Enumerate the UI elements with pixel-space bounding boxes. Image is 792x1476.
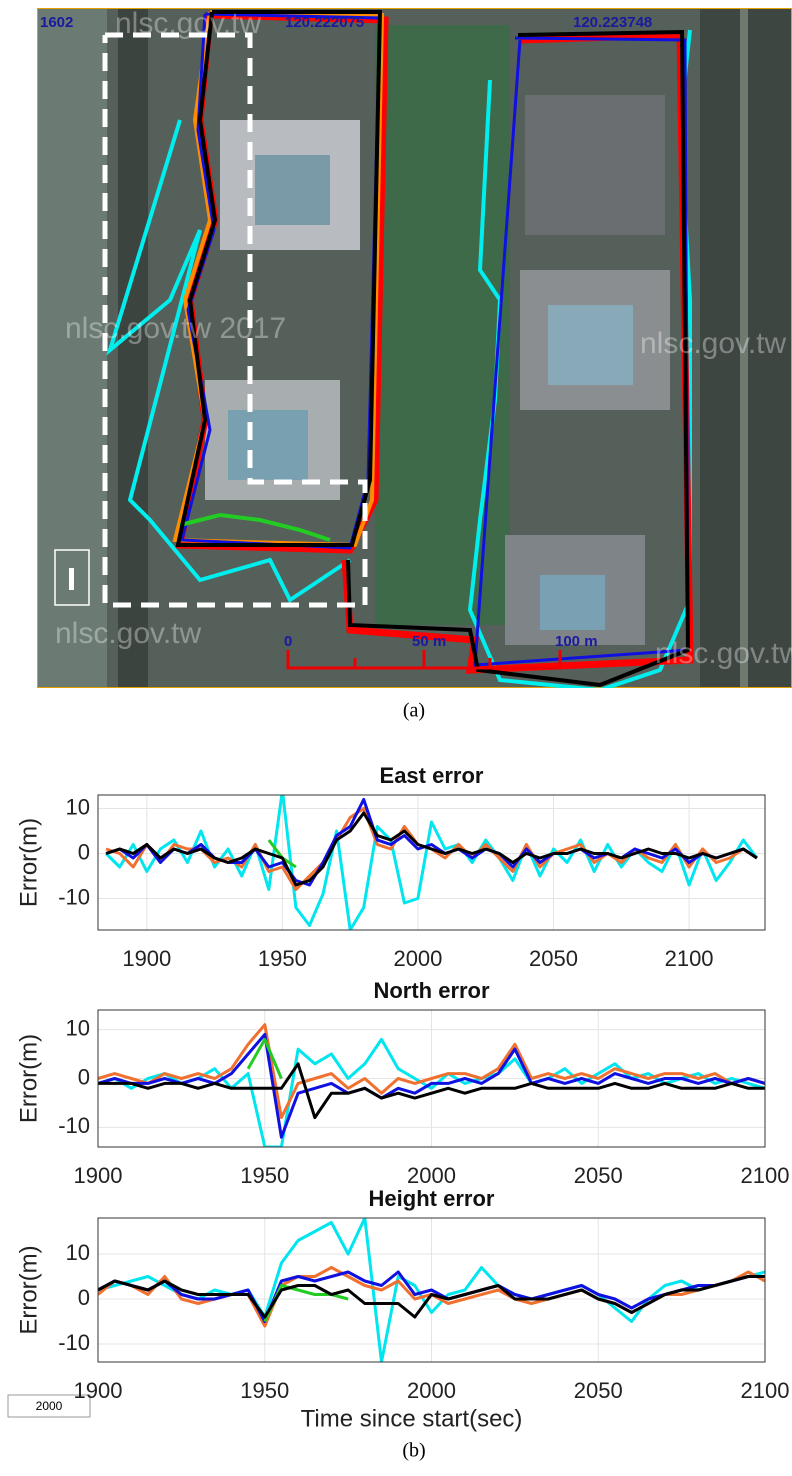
stray-label: 2000 — [36, 1399, 63, 1413]
y-tick-label: 10 — [66, 1015, 90, 1040]
x-tick-label: 2050 — [529, 946, 578, 971]
chart-title: North error — [373, 978, 490, 1003]
x-tick-label: 2100 — [741, 1378, 790, 1403]
y-tick-label: 0 — [78, 1285, 90, 1310]
x-tick-label: 2050 — [574, 1163, 623, 1188]
x-tick-label: 2000 — [393, 946, 442, 971]
x-tick-label: 1950 — [240, 1378, 289, 1403]
x-tick-label: 2100 — [741, 1163, 790, 1188]
scale-label: 50 m — [412, 633, 446, 650]
x-tick-label: 1900 — [74, 1378, 123, 1403]
watermark: nlsc.gov.tw — [115, 7, 261, 40]
y-tick-label: 0 — [78, 839, 90, 864]
map-label: 120.222075 — [285, 14, 364, 31]
chart-title: East error — [380, 763, 484, 788]
watermark: nlsc.gov.tw 2017 — [65, 312, 286, 345]
watermark: nlsc.gov.tw — [55, 617, 201, 650]
y-tick-label: 10 — [66, 794, 90, 819]
x-tick-label: 2050 — [574, 1378, 623, 1403]
y-axis-label: Error(m) — [15, 1034, 42, 1123]
y-tick-label: -10 — [58, 1113, 90, 1138]
y-tick-label: 10 — [66, 1240, 90, 1265]
caption: (b) — [402, 1440, 425, 1462]
x-axis-label: Time since start(sec) — [301, 1405, 523, 1432]
y-tick-label: -10 — [58, 884, 90, 909]
map-label: 1602 — [40, 14, 73, 31]
x-tick-label: 1900 — [74, 1163, 123, 1188]
scale-label: 100 m — [555, 633, 598, 650]
y-tick-label: 0 — [78, 1064, 90, 1089]
x-tick-label: 1900 — [122, 946, 171, 971]
page: {"figure_a": {"labels": ["1602", "120.22… — [0, 0, 792, 1476]
x-tick-label: 1950 — [240, 1163, 289, 1188]
chart-title: Height error — [369, 1186, 495, 1211]
watermark: nlsc.gov.tw — [640, 327, 786, 360]
y-tick-label: -10 — [58, 1330, 90, 1355]
figure: 1602 120.222075 120.223748 nlsc.gov.tw n… — [0, 0, 792, 1476]
x-tick-label: 1950 — [258, 946, 307, 971]
map-label: 120.223748 — [573, 14, 652, 31]
y-axis-label: Error(m) — [15, 818, 42, 907]
caption: (a) — [403, 700, 425, 722]
watermark: nlsc.gov.tw — [655, 637, 792, 670]
scale-label: 0 — [284, 633, 292, 650]
x-tick-label: 2000 — [407, 1378, 456, 1403]
x-tick-label: 2000 — [407, 1163, 456, 1188]
x-tick-label: 2100 — [665, 946, 714, 971]
y-axis-label: Error(m) — [15, 1245, 42, 1334]
